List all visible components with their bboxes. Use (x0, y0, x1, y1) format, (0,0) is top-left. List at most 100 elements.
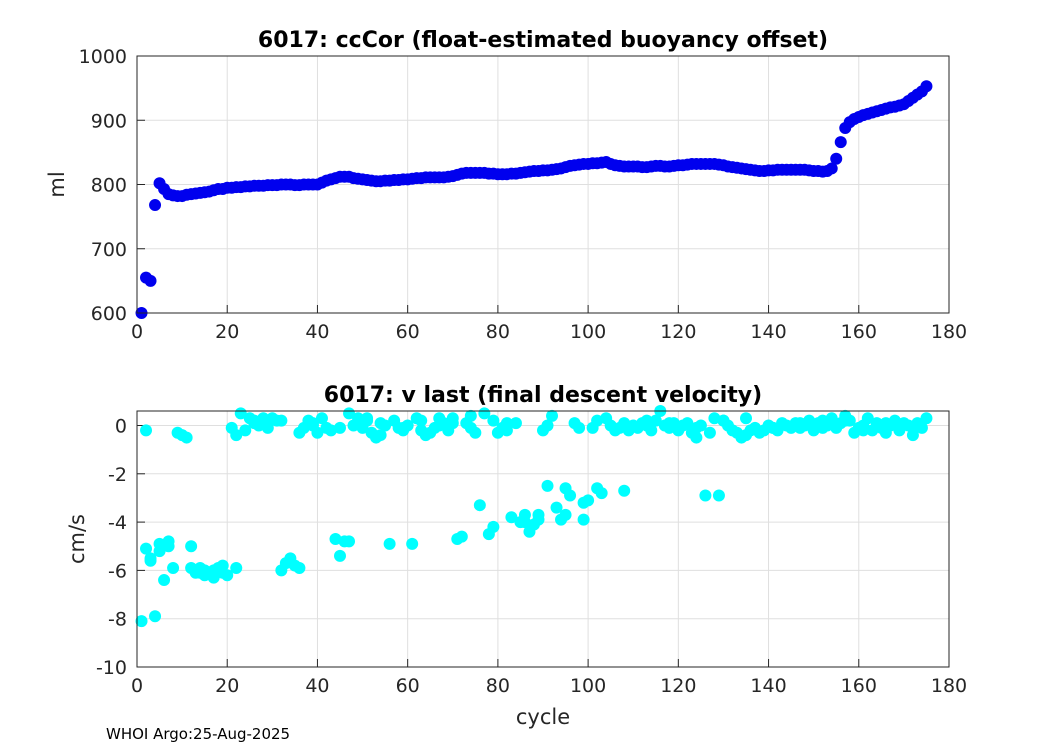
y-tick-label: -8 (108, 609, 127, 631)
data-point (162, 540, 175, 553)
x-tick-label: 80 (486, 675, 510, 697)
data-point (834, 136, 847, 149)
data-point (135, 615, 148, 628)
data-point (343, 535, 356, 548)
data-point (879, 417, 892, 430)
y-tick-label: -6 (108, 560, 127, 582)
data-point (915, 421, 928, 434)
data-point (825, 162, 838, 175)
data-point (361, 412, 374, 425)
data-point (595, 487, 608, 500)
data-point (469, 426, 482, 439)
data-point (158, 574, 171, 587)
data-point (329, 533, 342, 545)
data-point (230, 429, 243, 442)
y-tick-label: 800 (91, 175, 127, 197)
data-point (315, 412, 328, 425)
data-point (920, 80, 933, 93)
x-axis-label-vlast: cycle (516, 705, 570, 729)
axes-box-vlast (136, 410, 950, 668)
data-point (374, 417, 387, 430)
series-vlast (135, 405, 933, 628)
data-point (920, 412, 933, 425)
data-point (185, 540, 198, 553)
x-tick-label: 40 (305, 321, 329, 343)
x-tick-label: 160 (841, 675, 877, 697)
data-point (433, 419, 446, 432)
data-point (663, 417, 676, 430)
x-tick-label: 60 (396, 675, 420, 697)
data-point (541, 479, 554, 492)
data-point (352, 412, 365, 425)
y-tick-label: 1000 (79, 46, 127, 68)
x-tick-label: 40 (305, 675, 329, 697)
data-point (180, 431, 193, 444)
data-point (518, 516, 531, 529)
data-point (149, 610, 162, 623)
data-point (906, 421, 919, 434)
data-point (509, 417, 522, 430)
x-tick-label: 160 (841, 321, 877, 343)
x-tick-label: 100 (570, 675, 606, 697)
data-point (888, 414, 901, 427)
x-tick-label: 80 (486, 321, 510, 343)
x-tick-label: 140 (750, 675, 786, 697)
x-tick-label: 120 (660, 675, 696, 697)
data-point (681, 417, 694, 430)
y-tick-label: 900 (91, 110, 127, 132)
data-point (550, 501, 563, 514)
data-point (275, 414, 288, 427)
data-point (415, 414, 428, 427)
data-point (230, 561, 243, 574)
data-point (690, 431, 703, 444)
ticks-ccCor: 0 20 40 60 80 100 120 140 160 180 600 700 800 900 1000 (79, 46, 967, 343)
x-tick-label: 20 (215, 675, 239, 697)
data-point (374, 429, 387, 442)
y-tick-label: -4 (108, 512, 127, 534)
x-tick-label: 0 (131, 321, 143, 343)
data-point (703, 426, 716, 439)
chart-vlast: 0 20 40 60 80 100 120 140 160 180 -10 -8 -6 -4 -2 0 601… (65, 383, 967, 729)
data-point (198, 564, 211, 577)
data-point (816, 421, 829, 434)
data-point (573, 421, 586, 434)
plot-area-vlast (137, 411, 949, 667)
data-point (306, 417, 319, 430)
data-point (699, 489, 712, 502)
data-point (406, 537, 419, 550)
data-point (383, 537, 396, 550)
axes-box-ccCor (136, 55, 950, 314)
data-point (261, 421, 274, 434)
x-tick-label: 0 (131, 675, 143, 697)
data-point (153, 545, 166, 558)
x-tick-label: 180 (931, 321, 967, 343)
data-point (293, 561, 306, 574)
data-point (861, 412, 874, 425)
data-point (640, 414, 653, 427)
data-point (803, 414, 816, 427)
y-axis-label-vlast: cm/s (65, 514, 89, 564)
y-axis-label-ccCor: ml (45, 171, 69, 197)
data-point (464, 409, 477, 422)
data-point (207, 571, 220, 584)
data-point (591, 414, 604, 427)
data-point (505, 511, 518, 524)
data-point (216, 566, 229, 579)
data-point (455, 530, 468, 543)
x-tick-label: 20 (215, 321, 239, 343)
data-point (708, 412, 721, 425)
x-tick-label: 180 (931, 675, 967, 697)
data-point (577, 513, 590, 526)
data-point (541, 419, 554, 432)
data-point (645, 424, 658, 437)
data-point (343, 407, 356, 420)
data-point (144, 274, 157, 287)
x-tick-label: 100 (570, 321, 606, 343)
footer-credit: WHOI Argo:25-Aug-2025 (106, 725, 291, 743)
data-point (487, 520, 500, 533)
data-point (857, 424, 870, 437)
data-point (618, 484, 631, 497)
data-point (582, 494, 595, 507)
chart-title-ccCor: 6017: ccCor (float-estimated buoyancy of… (258, 28, 828, 53)
data-point (324, 424, 337, 437)
